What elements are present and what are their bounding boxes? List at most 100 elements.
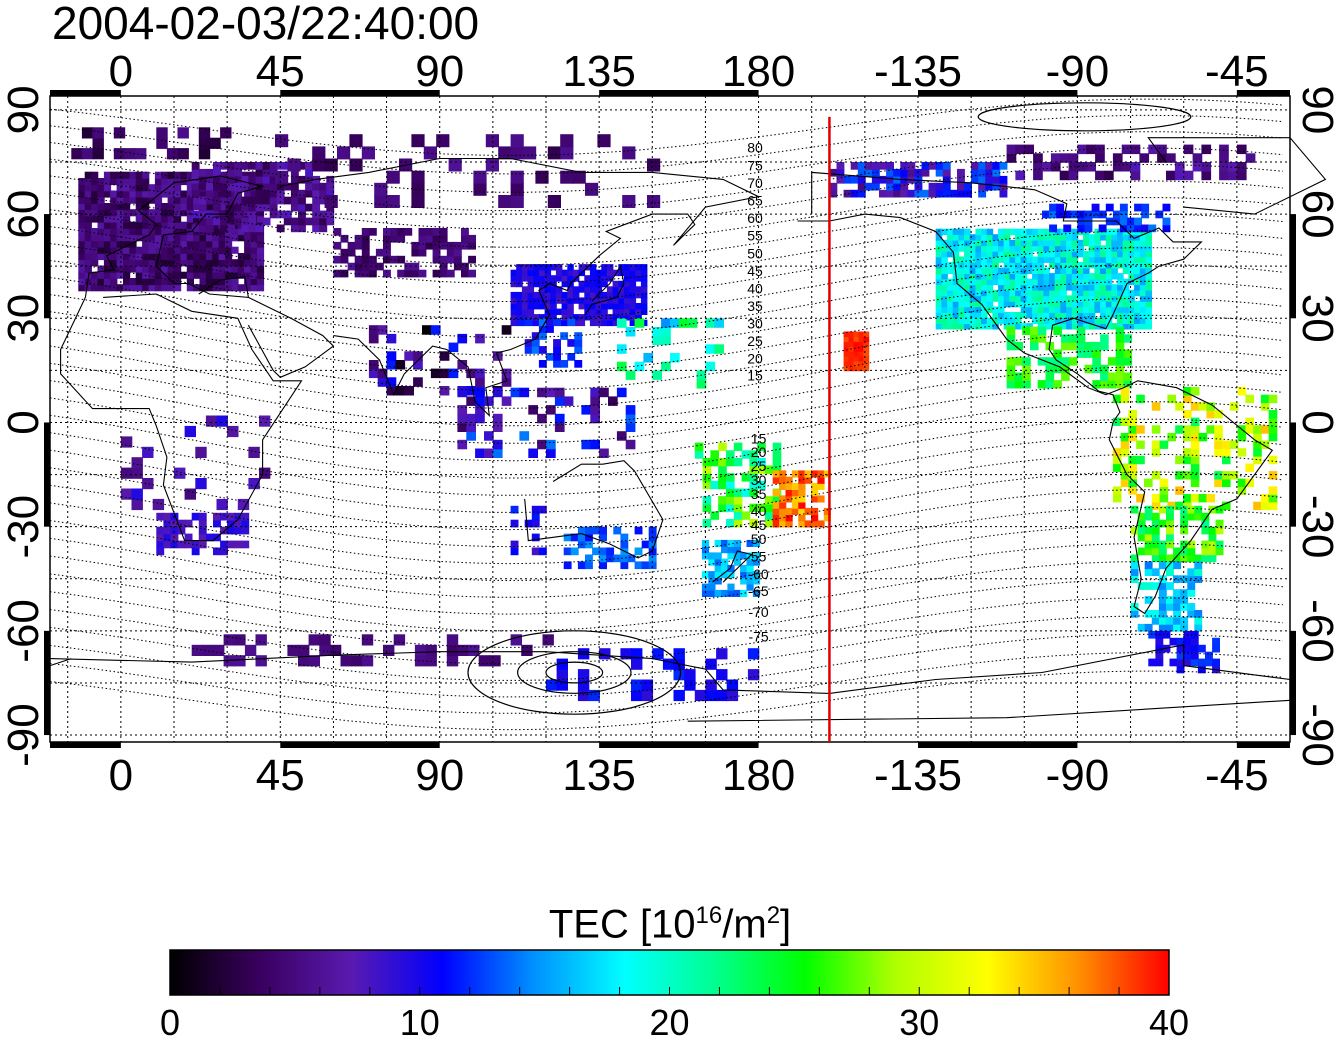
tec-point [244,190,252,198]
tec-point [1158,623,1167,632]
tec-point [91,278,99,286]
contour-label: 30 [747,315,763,331]
tec-point [326,217,335,226]
tec-point [1119,203,1128,212]
tec-point [886,175,894,184]
tec-point [340,248,349,257]
tec-point [167,228,175,236]
tec-point [998,267,1005,274]
tec-point [986,323,994,330]
tec-point [1091,203,1100,212]
tec-point [1183,658,1192,667]
tec-point [1155,637,1164,646]
tec-point [601,303,608,310]
tec-point [643,353,654,363]
tec-point [78,184,86,192]
tec-point [180,221,188,229]
tec-point [180,259,188,267]
tec-point [397,255,406,264]
tec-point [1206,410,1215,419]
tec-point [595,286,603,293]
tec-point [446,655,459,667]
tec-point [958,278,965,286]
tec-point [1088,250,1096,258]
tec-point [97,184,105,192]
tec-point [218,234,226,242]
tec-point [1128,455,1137,465]
tec-point [390,255,398,264]
tec-point [241,224,250,233]
tec-point [1115,357,1125,366]
tec-point [648,561,657,570]
tec-point [524,346,533,354]
tec-point [1155,651,1164,660]
tec-point [180,203,188,211]
tec-point [1190,463,1200,472]
tec-point [941,262,948,269]
tec-point [135,221,143,229]
tec-point [1122,267,1130,274]
tec-point [234,634,246,646]
tec-point [516,269,523,277]
tec-point [1183,410,1192,419]
pole-contour [977,102,1192,132]
tec-point [1117,289,1124,297]
tec-point [439,386,450,396]
tec-point [174,209,182,217]
tec-point [599,547,607,556]
x-tick-label-top: 45 [256,47,305,96]
tec-point [225,271,233,279]
tec-point [952,262,960,269]
frame-bar-top [280,90,440,96]
contour-label: 45 [751,517,767,533]
tec-point [975,245,982,252]
tec-point [1003,250,1011,258]
tec-point [191,224,200,233]
tec-point [193,196,201,204]
tec-point [1201,162,1212,172]
tec-point [1077,224,1086,233]
tec-point [893,168,902,177]
contour-line [49,579,1283,648]
tec-point [1134,245,1141,252]
tec-point [347,248,356,257]
tec-point [199,253,207,261]
tec-point [1049,295,1056,302]
tec-point [1155,644,1164,653]
tec-point [1145,300,1152,308]
tec-point [116,253,124,261]
tec-point [986,273,994,280]
tec-point [1128,250,1135,258]
tec-point [213,217,221,226]
contour-label: -70 [748,604,768,620]
tec-point [468,255,476,264]
tec-point [538,286,546,293]
tec-point [1054,228,1062,236]
tec-point [791,489,800,497]
tec-point [928,189,937,198]
tec-point [947,228,954,236]
tec-point [92,148,104,160]
tec-point [1268,455,1278,465]
tec-point [623,308,631,315]
tec-point [283,196,292,205]
tec-point [1260,494,1270,503]
tec-point [91,234,99,242]
tec-point [1026,245,1033,252]
tec-point [213,512,221,521]
tec-point [741,488,751,497]
tec-point [1026,239,1033,247]
tec-point [163,512,172,521]
tec-point [935,306,943,313]
tec-point [1006,372,1016,381]
tec-point [1214,410,1223,419]
tec-point [129,209,137,217]
tec-point [535,170,549,184]
tec-point [135,246,143,254]
tec-point [741,511,751,520]
tec-point [1105,250,1113,258]
tec-point [1198,494,1208,503]
tec-point [914,189,923,198]
tec-point [213,644,225,656]
tec-point [1033,162,1043,172]
